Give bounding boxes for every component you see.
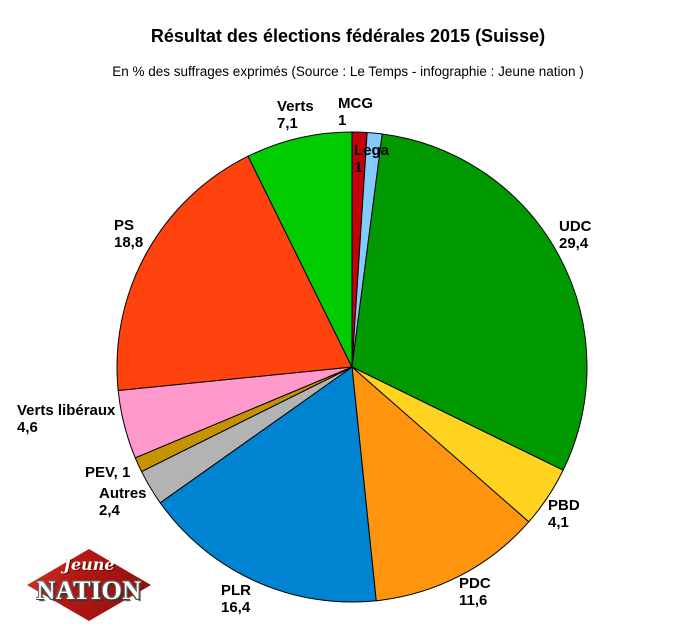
pie-slice-verts bbox=[247, 131, 353, 368]
slice-label-ps: PS 18,8 bbox=[114, 217, 144, 251]
pie-slice-ps bbox=[116, 155, 353, 392]
pie-slice-udc bbox=[351, 133, 588, 471]
slice-label-autres: Autres 2,4 bbox=[99, 485, 147, 519]
slice-label-plr: PLR 16,4 bbox=[221, 582, 251, 616]
slice-label-pbd: PBD 4,1 bbox=[548, 497, 580, 531]
pie-slice-pdc bbox=[351, 365, 530, 602]
slice-label-lega: Lega 1 bbox=[354, 142, 390, 176]
slice-label-verts: Verts 7,1 bbox=[277, 98, 314, 132]
slice-label-udc: UDC 29,4 bbox=[559, 218, 592, 252]
chart-subtitle: En % des suffrages exprimés (Source : Le… bbox=[112, 64, 584, 79]
slice-label-mcg: MCG 1 bbox=[338, 95, 373, 129]
slice-label-pdc: PDC 11,6 bbox=[459, 575, 491, 609]
slice-label-pev: PEV, 1 bbox=[85, 464, 131, 481]
slice-label-verts-liberaux: Verts libéraux 4,6 bbox=[17, 402, 116, 436]
logo-text-jeune: Jeune bbox=[63, 555, 115, 574]
pie-slice-plr bbox=[159, 366, 377, 603]
chart-title: Résultat des élections fédérales 2015 (S… bbox=[150, 26, 546, 46]
jeune-nation-logo: Jeune NATION bbox=[27, 549, 151, 621]
logo-text-nation: NATION bbox=[36, 576, 142, 605]
